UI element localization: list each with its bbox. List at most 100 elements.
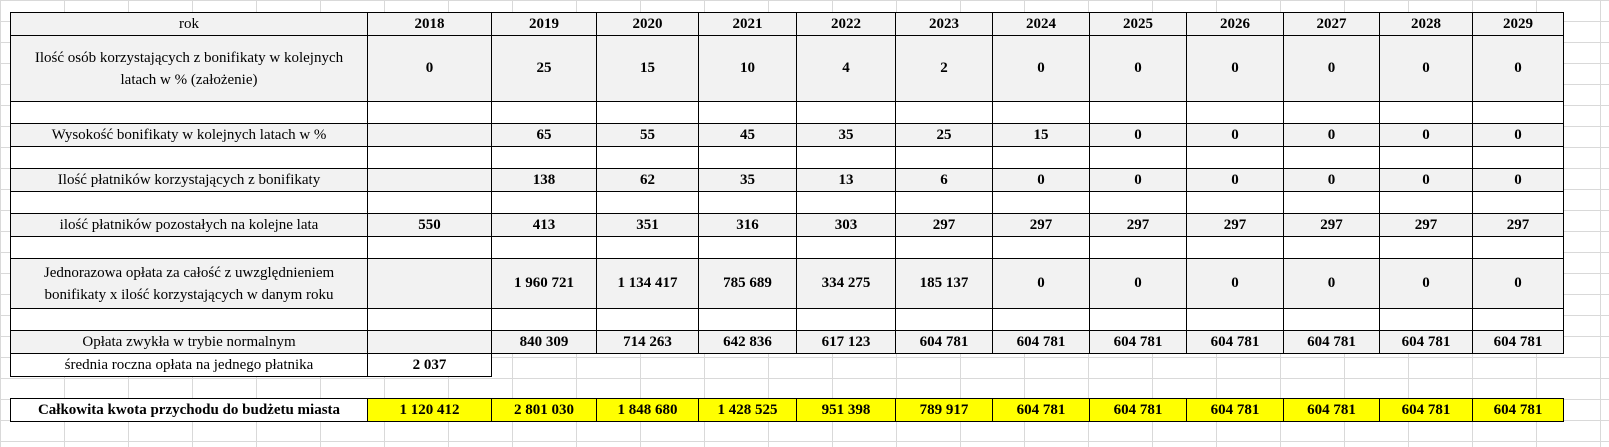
empty-cell[interactable] [491, 236, 597, 259]
value-cell[interactable]: 604 781 [1379, 330, 1473, 354]
total-label-cell[interactable]: Całkowita kwota przychodu do budżetu mia… [10, 398, 368, 422]
empty-cell[interactable] [1186, 308, 1284, 331]
value-cell[interactable] [367, 168, 492, 192]
value-cell[interactable]: 0 [1379, 35, 1473, 102]
value-cell[interactable]: 840 309 [491, 330, 597, 354]
value-cell[interactable]: 185 137 [895, 258, 993, 309]
value-cell[interactable]: 35 [698, 168, 797, 192]
value-cell[interactable]: 785 689 [698, 258, 797, 309]
value-cell[interactable]: 604 781 [1472, 330, 1564, 354]
empty-cell[interactable] [1186, 191, 1284, 214]
empty-cell[interactable] [1089, 101, 1187, 124]
value-cell[interactable]: 65 [491, 123, 597, 147]
empty-cell[interactable] [1186, 146, 1284, 169]
empty-cell[interactable] [1472, 308, 1564, 331]
value-cell[interactable]: 642 836 [698, 330, 797, 354]
empty-cell[interactable] [367, 191, 492, 214]
empty-cell[interactable] [1472, 191, 1564, 214]
empty-cell[interactable] [1089, 146, 1187, 169]
row-label-cell[interactable]: Jednorazowa opłata za całość z uwzględni… [10, 258, 368, 309]
empty-cell[interactable] [992, 101, 1090, 124]
empty-cell[interactable] [367, 236, 492, 259]
value-cell[interactable]: 0 [1186, 258, 1284, 309]
year-cell[interactable]: 2019 [491, 12, 597, 36]
empty-cell[interactable] [367, 146, 492, 169]
total-value-cell[interactable]: 1 848 680 [596, 398, 699, 422]
value-cell[interactable]: 1 134 417 [596, 258, 699, 309]
value-cell[interactable]: 297 [1283, 213, 1380, 237]
empty-cell[interactable] [698, 308, 797, 331]
empty-cell[interactable] [1472, 146, 1564, 169]
value-cell[interactable]: 316 [698, 213, 797, 237]
row-label-cell[interactable]: Opłata zwykła w trybie normalnym [10, 330, 368, 354]
value-cell[interactable]: 297 [1472, 213, 1564, 237]
value-cell[interactable]: 0 [1379, 168, 1473, 192]
empty-cell[interactable] [796, 101, 896, 124]
value-cell[interactable]: 604 781 [895, 330, 993, 354]
value-cell[interactable]: 10 [698, 35, 797, 102]
empty-cell[interactable] [1089, 191, 1187, 214]
empty-cell[interactable] [1472, 101, 1564, 124]
value-cell[interactable]: 303 [796, 213, 896, 237]
empty-cell[interactable] [796, 236, 896, 259]
year-cell[interactable]: 2027 [1283, 12, 1380, 36]
value-cell[interactable]: 617 123 [796, 330, 896, 354]
value-cell[interactable]: 15 [992, 123, 1090, 147]
value-cell[interactable]: 25 [491, 35, 597, 102]
empty-cell[interactable] [1379, 191, 1473, 214]
empty-cell[interactable] [1379, 236, 1473, 259]
value-cell[interactable]: 334 275 [796, 258, 896, 309]
empty-cell[interactable] [596, 146, 699, 169]
year-cell[interactable]: 2022 [796, 12, 896, 36]
value-cell[interactable]: 0 [367, 35, 492, 102]
average-label-cell[interactable]: średnia roczna opłata na jednego płatnik… [10, 353, 368, 377]
value-cell[interactable]: 0 [1089, 168, 1187, 192]
empty-cell[interactable] [895, 236, 993, 259]
year-cell[interactable]: 2024 [992, 12, 1090, 36]
empty-cell[interactable] [992, 191, 1090, 214]
row-label-cell[interactable]: ilość płatników pozostałych na kolejne l… [10, 213, 368, 237]
value-cell[interactable]: 714 263 [596, 330, 699, 354]
empty-cell[interactable] [1283, 191, 1380, 214]
total-value-cell[interactable]: 604 781 [1283, 398, 1380, 422]
total-value-cell[interactable]: 604 781 [1379, 398, 1473, 422]
empty-cell[interactable] [491, 308, 597, 331]
empty-cell[interactable] [698, 191, 797, 214]
value-cell[interactable]: 0 [992, 258, 1090, 309]
value-cell[interactable]: 0 [1089, 258, 1187, 309]
value-cell[interactable]: 0 [1472, 258, 1564, 309]
value-cell[interactable]: 138 [491, 168, 597, 192]
value-cell[interactable]: 413 [491, 213, 597, 237]
value-cell[interactable]: 55 [596, 123, 699, 147]
value-cell[interactable]: 297 [1186, 213, 1284, 237]
empty-cell[interactable] [796, 146, 896, 169]
total-value-cell[interactable]: 2 801 030 [491, 398, 597, 422]
value-cell[interactable]: 0 [1186, 35, 1284, 102]
value-cell[interactable]: 45 [698, 123, 797, 147]
empty-cell[interactable] [10, 146, 368, 169]
empty-cell[interactable] [10, 191, 368, 214]
empty-cell[interactable] [1379, 101, 1473, 124]
empty-cell[interactable] [491, 191, 597, 214]
value-cell[interactable]: 25 [895, 123, 993, 147]
value-cell[interactable]: 1 960 721 [491, 258, 597, 309]
empty-cell[interactable] [1186, 101, 1284, 124]
row-label-cell[interactable]: Wysokość bonifikaty w kolejnych latach w… [10, 123, 368, 147]
year-cell[interactable]: 2028 [1379, 12, 1473, 36]
value-cell[interactable]: 0 [1379, 123, 1473, 147]
total-value-cell[interactable]: 604 781 [1472, 398, 1564, 422]
value-cell[interactable]: 0 [1283, 258, 1380, 309]
empty-cell[interactable] [1283, 236, 1380, 259]
value-cell[interactable]: 604 781 [992, 330, 1090, 354]
value-cell[interactable]: 0 [1472, 168, 1564, 192]
empty-cell[interactable] [895, 191, 993, 214]
value-cell[interactable]: 2 [895, 35, 993, 102]
value-cell[interactable]: 0 [1283, 35, 1380, 102]
value-cell[interactable]: 0 [1379, 258, 1473, 309]
empty-cell[interactable] [992, 146, 1090, 169]
value-cell[interactable]: 0 [1472, 35, 1564, 102]
value-cell[interactable] [367, 330, 492, 354]
value-cell[interactable]: 0 [1089, 123, 1187, 147]
empty-cell[interactable] [596, 191, 699, 214]
total-value-cell[interactable]: 604 781 [1186, 398, 1284, 422]
